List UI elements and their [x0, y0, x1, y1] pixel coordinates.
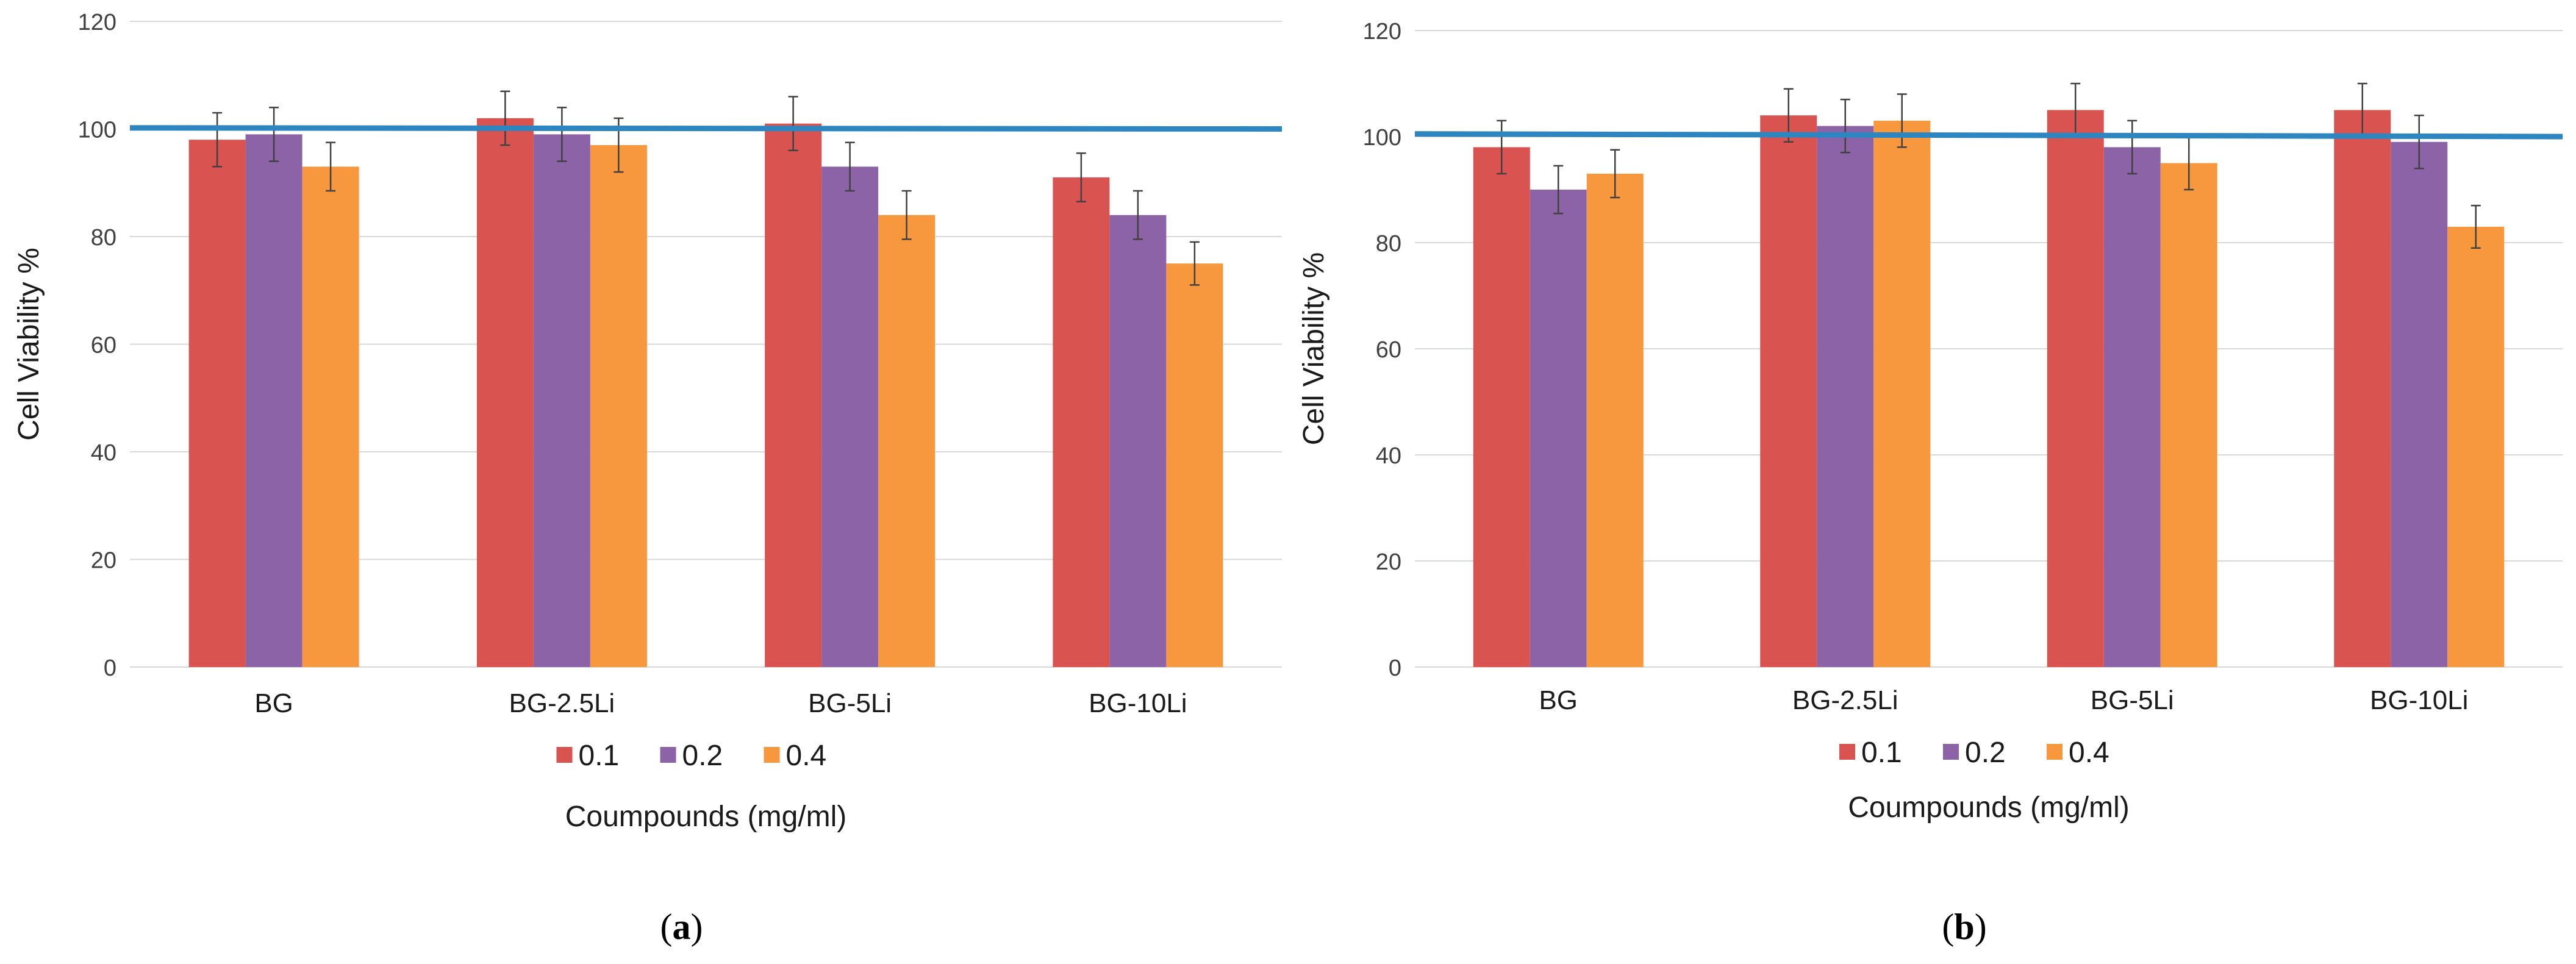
y-tick-label: 80 [1376, 231, 1401, 257]
x-category-label: BG-2.5Li [509, 688, 615, 718]
y-tick-label: 100 [1363, 125, 1401, 151]
bar-BG-2.5Li-0.2 [533, 134, 590, 667]
y-tick-label: 0 [104, 655, 116, 681]
chart-panel-b: 0 20 40 60 80 100 120 Cell Viability % BG BG-2.5L… [1288, 0, 2576, 964]
reference-line-100 [129, 125, 1283, 132]
panel-letter: a [673, 907, 691, 947]
x-category-label: BG-10Li [2370, 685, 2468, 715]
y-tick-label: 20 [1376, 549, 1401, 575]
bar-BG-10Li-0.2 [2391, 141, 2448, 667]
bar-BG-5Li-0.1 [765, 123, 822, 668]
legend-label: 0.2 [682, 740, 723, 772]
y-tick-label: 100 [78, 118, 116, 143]
legend-label: 0.1 [579, 740, 620, 772]
bar-BG-10Li-0.4 [2447, 226, 2505, 667]
bar-BG-2.5Li-0.4 [1873, 120, 1931, 667]
y-tick-label: 60 [1376, 337, 1401, 363]
y-tick-label: 20 [91, 548, 116, 574]
bar-BG-5Li-0.2 [821, 166, 879, 667]
bar-BG-0.1 [1473, 147, 1530, 667]
y-tick-label: 40 [91, 440, 116, 466]
reference-line-100 [1414, 131, 2563, 140]
bar-BG-0.2 [1530, 190, 1587, 667]
panel-label: (a) [660, 907, 703, 947]
legend-label: 0.4 [786, 740, 827, 772]
panel-letter: b [1954, 907, 1974, 947]
x-axis-title: Coumpounds (mg/ml) [565, 801, 846, 833]
bar-BG-0.2 [245, 134, 302, 667]
y-tick-label: 120 [1363, 19, 1401, 45]
bar-BG-5Li-0.4 [2160, 163, 2217, 667]
legend-swatch-0.1 [1839, 744, 1855, 760]
bar-BG-5Li-0.2 [2103, 147, 2161, 667]
legend-swatch-0.1 [556, 747, 573, 763]
y-tick-label: 80 [91, 225, 116, 251]
bar-BG-10Li-0.4 [1166, 263, 1223, 667]
bar-BG-2.5Li-0.1 [476, 118, 534, 668]
y-tick-label: 120 [78, 10, 116, 35]
y-tick-label: 60 [91, 333, 116, 359]
y-axis-title: Cell Viability % [1298, 252, 1330, 446]
x-category-label: BG-5Li [808, 688, 892, 718]
y-tick-label: 40 [1376, 443, 1401, 469]
legend-swatch-0.2 [1943, 744, 1959, 760]
legend-label: 0.1 [1861, 737, 1902, 769]
x-category-label: BG-2.5Li [1792, 685, 1898, 715]
chart-a-svg: 0 20 40 60 80 100 120 Cell Viability % BG BG-2.5L… [13, 10, 1283, 947]
legend-label: 0.2 [1965, 737, 2006, 769]
x-category-label: BG-5Li [2091, 685, 2174, 715]
legend-swatch-0.4 [2047, 744, 2063, 760]
bar-BG-10Li-0.1 [2334, 110, 2391, 667]
bar-BG-10Li-0.2 [1109, 215, 1167, 667]
x-category-label: BG [1539, 685, 1578, 715]
bar-BG-2.5Li-0.1 [1760, 115, 1817, 667]
bar-BG-0.1 [188, 140, 246, 667]
bar-BG-10Li-0.1 [1053, 177, 1110, 667]
y-axis-title: Cell Viability % [13, 248, 45, 441]
bar-BG-2.5Li-0.4 [590, 145, 647, 668]
legend-label: 0.4 [2069, 737, 2109, 769]
bar-BG-0.4 [302, 166, 359, 667]
legend-swatch-0.2 [660, 747, 676, 763]
chart-panel-a: 0 20 40 60 80 100 120 Cell Viability % BG BG-2.5L… [13, 10, 1283, 947]
x-category-label: BG [254, 688, 293, 718]
bar-BG-5Li-0.4 [878, 215, 936, 667]
x-axis-title: Coumpounds (mg/ml) [1848, 791, 2129, 824]
y-tick-label: 0 [1389, 655, 1401, 681]
legend-swatch-0.4 [764, 747, 780, 763]
panel-label: (b) [1942, 907, 1986, 947]
chart-b-svg: 0 20 40 60 80 100 120 Cell Viability % BG BG-2.5L… [1298, 19, 2563, 947]
bar-BG-2.5Li-0.2 [1817, 126, 1874, 668]
x-category-label: BG-10Li [1089, 688, 1187, 718]
bar-BG-0.4 [1586, 173, 1644, 667]
bar-BG-5Li-0.1 [2047, 110, 2104, 667]
